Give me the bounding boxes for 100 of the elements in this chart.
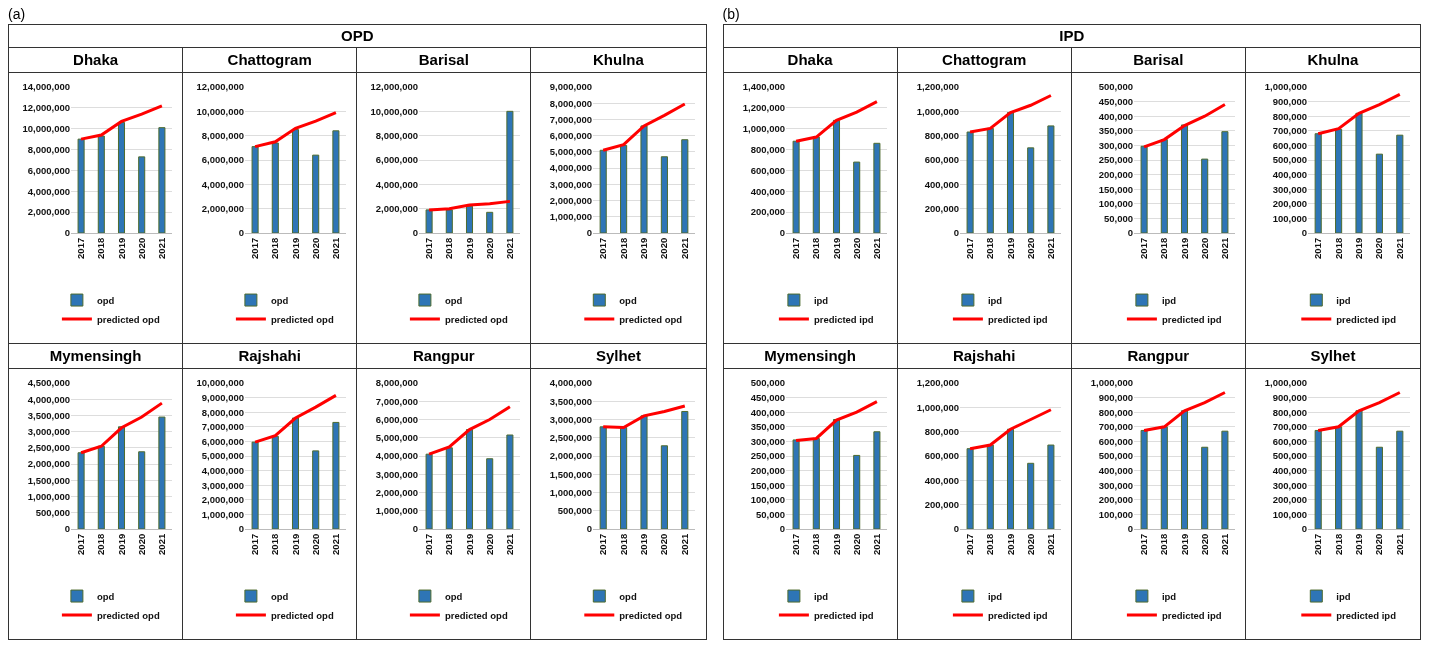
y-tick-label: 1,000,000 [742,123,785,135]
bar [620,144,628,233]
y-tick-label: 1,000,000 [27,490,70,502]
x-tick-label: 2019 [1352,237,1364,259]
y-tick-label: 200,000 [924,202,959,214]
y-tick-label: 0 [1301,523,1307,535]
x-tick-label: 2020 [658,237,670,259]
x-tick-label: 2020 [309,237,321,259]
y-tick-label: 400,000 [750,406,785,418]
y-tick-label: 600,000 [1098,435,1133,447]
x-tick-label: 2021 [870,237,882,259]
y-tick-label: 7,000,000 [375,395,419,407]
y-tick-label: 3,500,000 [550,395,593,407]
bar [271,142,279,233]
y-tick-label: 10,000,000 [370,105,419,117]
y-tick-label: 1,200,000 [916,377,959,389]
x-tick-label: 2019 [115,533,127,555]
y-tick-label: 500,000 [35,507,70,519]
bar [986,444,994,529]
bar [251,146,259,233]
bar [1180,124,1188,233]
y-tick-label: 100,000 [750,494,785,506]
chart-title: Chattogram [183,48,357,73]
bar [1375,446,1383,529]
y-tick-label: 600,000 [924,450,959,462]
y-tick-label: 8,000,000 [375,377,419,389]
x-tick-label: 2019 [1352,533,1364,555]
x-tick-label: 2021 [330,237,342,259]
y-tick-label: 12,000,000 [22,102,70,114]
line-series [794,100,878,143]
y-tick-label: 450,000 [1098,95,1133,107]
y-tick-label: 4,000,000 [201,178,245,190]
x-tick-label: 2018 [1158,237,1170,259]
legend-label: opd [271,294,289,306]
bar [966,448,974,529]
x-tick-label: 2017 [75,533,87,555]
y-tick-label: 700,000 [1098,421,1133,433]
y-tick-label: 0 [64,523,70,535]
x-tick-label: 2021 [1218,533,1230,555]
y-tick-label: 8,000,000 [201,129,245,141]
x-tick-label: 2018 [618,533,630,555]
line-series [1142,103,1227,149]
x-tick-label: 2021 [1393,237,1405,259]
chart-title: Barisal [1071,48,1245,73]
y-tick-label: 250,000 [1098,154,1133,166]
line-series [968,408,1053,451]
y-tick-label: 150,000 [750,479,785,491]
y-tick-label: 4,000,000 [27,393,70,405]
y-tick-label: 3,500,000 [27,409,70,421]
legend-label: opd [271,590,289,602]
y-tick-label: 800,000 [1272,406,1307,418]
bar [600,149,608,233]
x-tick-label: 2021 [1218,237,1230,259]
y-tick-label: 2,500,000 [550,432,593,444]
legend-label: opd [619,294,638,306]
y-tick-label: 8,000,000 [27,143,70,155]
x-tick-label: 2021 [870,533,882,555]
y-tick-label: 600,000 [924,154,959,166]
x-tick-label: 2019 [638,533,650,555]
legend-label: ipd [1336,590,1351,602]
y-tick-label: 400,000 [750,185,785,197]
x-tick-label: 2017 [249,237,261,259]
legend-label: predicted opd [271,609,335,621]
x-tick-label: 2019 [289,237,301,259]
y-tick-label: 2,000,000 [375,202,419,214]
y-tick-label: 400,000 [1272,168,1307,180]
line-series [427,405,512,456]
x-tick-label: 2021 [1044,237,1056,259]
bar [251,441,259,529]
legend-label: predicted ipd [987,313,1048,325]
line-series [1142,390,1227,432]
x-tick-label: 2018 [1158,533,1170,555]
chart-title: Rajshahi [897,344,1071,369]
bar [486,458,494,529]
x-tick-label: 2020 [1373,533,1385,555]
x-tick-label: 2020 [484,533,496,555]
y-tick-label: 7,000,000 [201,421,245,433]
y-tick-label: 5,000,000 [550,146,593,158]
legend-label: opd [445,294,463,306]
y-tick-label: 900,000 [1098,391,1133,403]
y-tick-label: 1,000,000 [375,505,419,517]
y-tick-label: 700,000 [1272,421,1307,433]
bar [1046,125,1055,233]
y-tick-label: 6,000,000 [201,435,245,447]
y-tick-label: 200,000 [1098,168,1133,180]
line-series [602,102,687,152]
y-tick-label: 4,000,000 [550,162,593,174]
bar [1140,429,1148,529]
y-tick-label: 12,000,000 [370,81,419,93]
x-tick-label: 2020 [658,533,670,555]
y-tick-label: 2,000,000 [550,450,593,462]
y-tick-label: 350,000 [750,421,785,433]
x-tick-label: 2018 [269,533,281,555]
bar [1314,133,1322,233]
bar [1026,147,1034,233]
bar [138,451,146,529]
bar [486,211,494,233]
bar [425,209,433,233]
y-tick-label: 9,000,000 [550,81,593,93]
x-tick-label: 2018 [984,237,996,259]
